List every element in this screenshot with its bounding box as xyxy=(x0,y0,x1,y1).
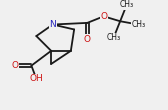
Text: CH₃: CH₃ xyxy=(120,0,134,9)
Text: O: O xyxy=(100,12,107,21)
Text: O: O xyxy=(84,35,91,44)
Text: CH₃: CH₃ xyxy=(107,33,121,42)
Text: O: O xyxy=(11,61,18,70)
Text: CH₃: CH₃ xyxy=(131,20,145,29)
Text: N: N xyxy=(49,20,56,29)
Text: OH: OH xyxy=(29,74,43,83)
